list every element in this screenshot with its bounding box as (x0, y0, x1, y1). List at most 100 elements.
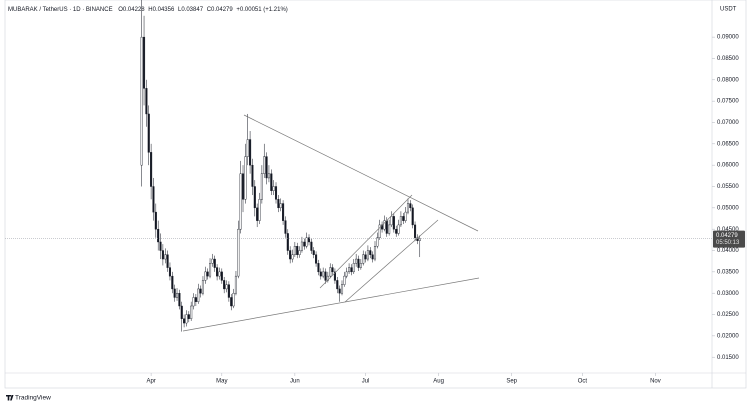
last-price-box (713, 230, 745, 248)
candle-body (260, 173, 263, 200)
candle-body (237, 228, 240, 277)
candle-body (383, 220, 386, 230)
channel-line (319, 194, 413, 289)
candle-body (392, 216, 395, 230)
candle-body (402, 216, 405, 221)
candle-body (293, 246, 296, 255)
x-tick-label: Sep (506, 379, 517, 385)
candle-body (150, 152, 153, 187)
ohlc-high: H0.04356 (148, 7, 175, 13)
candle-body (319, 271, 322, 277)
candle-body (298, 250, 301, 255)
candle-body (357, 258, 360, 268)
ohlc-low: L0.03847 (178, 7, 204, 13)
candle-body (296, 246, 299, 255)
candle-body (220, 271, 223, 281)
candle-body (154, 211, 157, 230)
candle-body (241, 173, 245, 200)
x-tick-label: Apr (146, 379, 155, 385)
footer-brand: TradingView (15, 395, 51, 402)
candle-body (152, 186, 155, 213)
candle-body (345, 271, 348, 277)
candle-body (289, 250, 292, 260)
candle-body (317, 263, 320, 273)
candle-body (253, 186, 256, 209)
candle-body (376, 237, 379, 247)
candle-body (164, 254, 167, 260)
candle-body (159, 241, 162, 251)
candle-body (303, 241, 306, 247)
candle-body (305, 237, 308, 247)
y-tick-label: 0.06000 (717, 163, 739, 169)
candle-body (352, 263, 355, 273)
header: MUBARAK / TetherUS · 1D · BINANCE O0.042… (8, 7, 288, 13)
candle-body (213, 258, 216, 268)
candle-body (192, 297, 195, 307)
candle-body (418, 238, 421, 241)
x-tick-label: Oct (578, 379, 588, 385)
candle-body (194, 297, 197, 302)
candle-body (336, 280, 339, 290)
candle-body (140, 36, 143, 166)
candle-body (225, 284, 228, 290)
candle-body (324, 271, 327, 281)
candle-body (350, 267, 353, 273)
candle-body (230, 297, 233, 307)
candle-body (190, 305, 193, 319)
candle-body (249, 139, 252, 166)
drawings (182, 114, 480, 332)
candle-body (178, 292, 181, 307)
y-tick-label: 0.05500 (717, 184, 739, 190)
candle-body (322, 271, 325, 277)
candle-body (338, 288, 341, 294)
candle-body (329, 267, 332, 277)
channel-line (344, 219, 439, 303)
candle-body (404, 211, 407, 221)
candle-body (291, 254, 294, 260)
candle-body (348, 267, 351, 273)
y-tick-label: 0.02000 (717, 333, 739, 339)
candle-body (414, 224, 417, 238)
candle-body (270, 173, 273, 191)
candle-body (411, 207, 414, 226)
candle-body (359, 263, 362, 268)
candle-body (218, 271, 221, 277)
ohlc-open: O0.04228 (118, 7, 145, 13)
candle-body (265, 156, 268, 179)
candle-body (362, 254, 365, 264)
candle-body (180, 305, 183, 319)
candle-body (251, 164, 254, 187)
candle-body (232, 292, 235, 307)
candle-body (171, 275, 174, 290)
candle-body (211, 258, 214, 264)
candle-body (331, 267, 334, 273)
candle-body (204, 271, 207, 281)
candle-body (397, 224, 400, 234)
y-tick-label: 0.08000 (717, 77, 739, 83)
candle-body (201, 280, 204, 294)
candle-body (340, 284, 344, 294)
x-tick-label: May (216, 379, 227, 385)
y-tick-label: 0.03000 (717, 291, 739, 297)
candle-body (315, 254, 318, 264)
candle-body (143, 36, 146, 89)
logo-icon (6, 395, 14, 401)
y-tick-label: 0.04000 (717, 248, 739, 254)
candle-body (145, 88, 148, 115)
candle-body (166, 254, 169, 268)
y-tick-label: 0.07000 (717, 120, 739, 126)
currency: USDT (720, 7, 737, 13)
y-tick-label: 0.03500 (717, 269, 739, 275)
candle-body (197, 288, 200, 302)
candle-body (173, 288, 176, 298)
candle-body (284, 220, 287, 234)
y-tick-label: 0.08500 (717, 56, 739, 62)
symbol-title: MUBARAK / TetherUS · 1D · BINANCE (8, 7, 113, 13)
candle-body (300, 241, 303, 251)
candle-body (244, 156, 247, 200)
last-price-label: 0.04279 (716, 233, 738, 239)
candle-body (343, 275, 346, 285)
candle-body (307, 237, 311, 243)
candle-body (406, 203, 410, 213)
